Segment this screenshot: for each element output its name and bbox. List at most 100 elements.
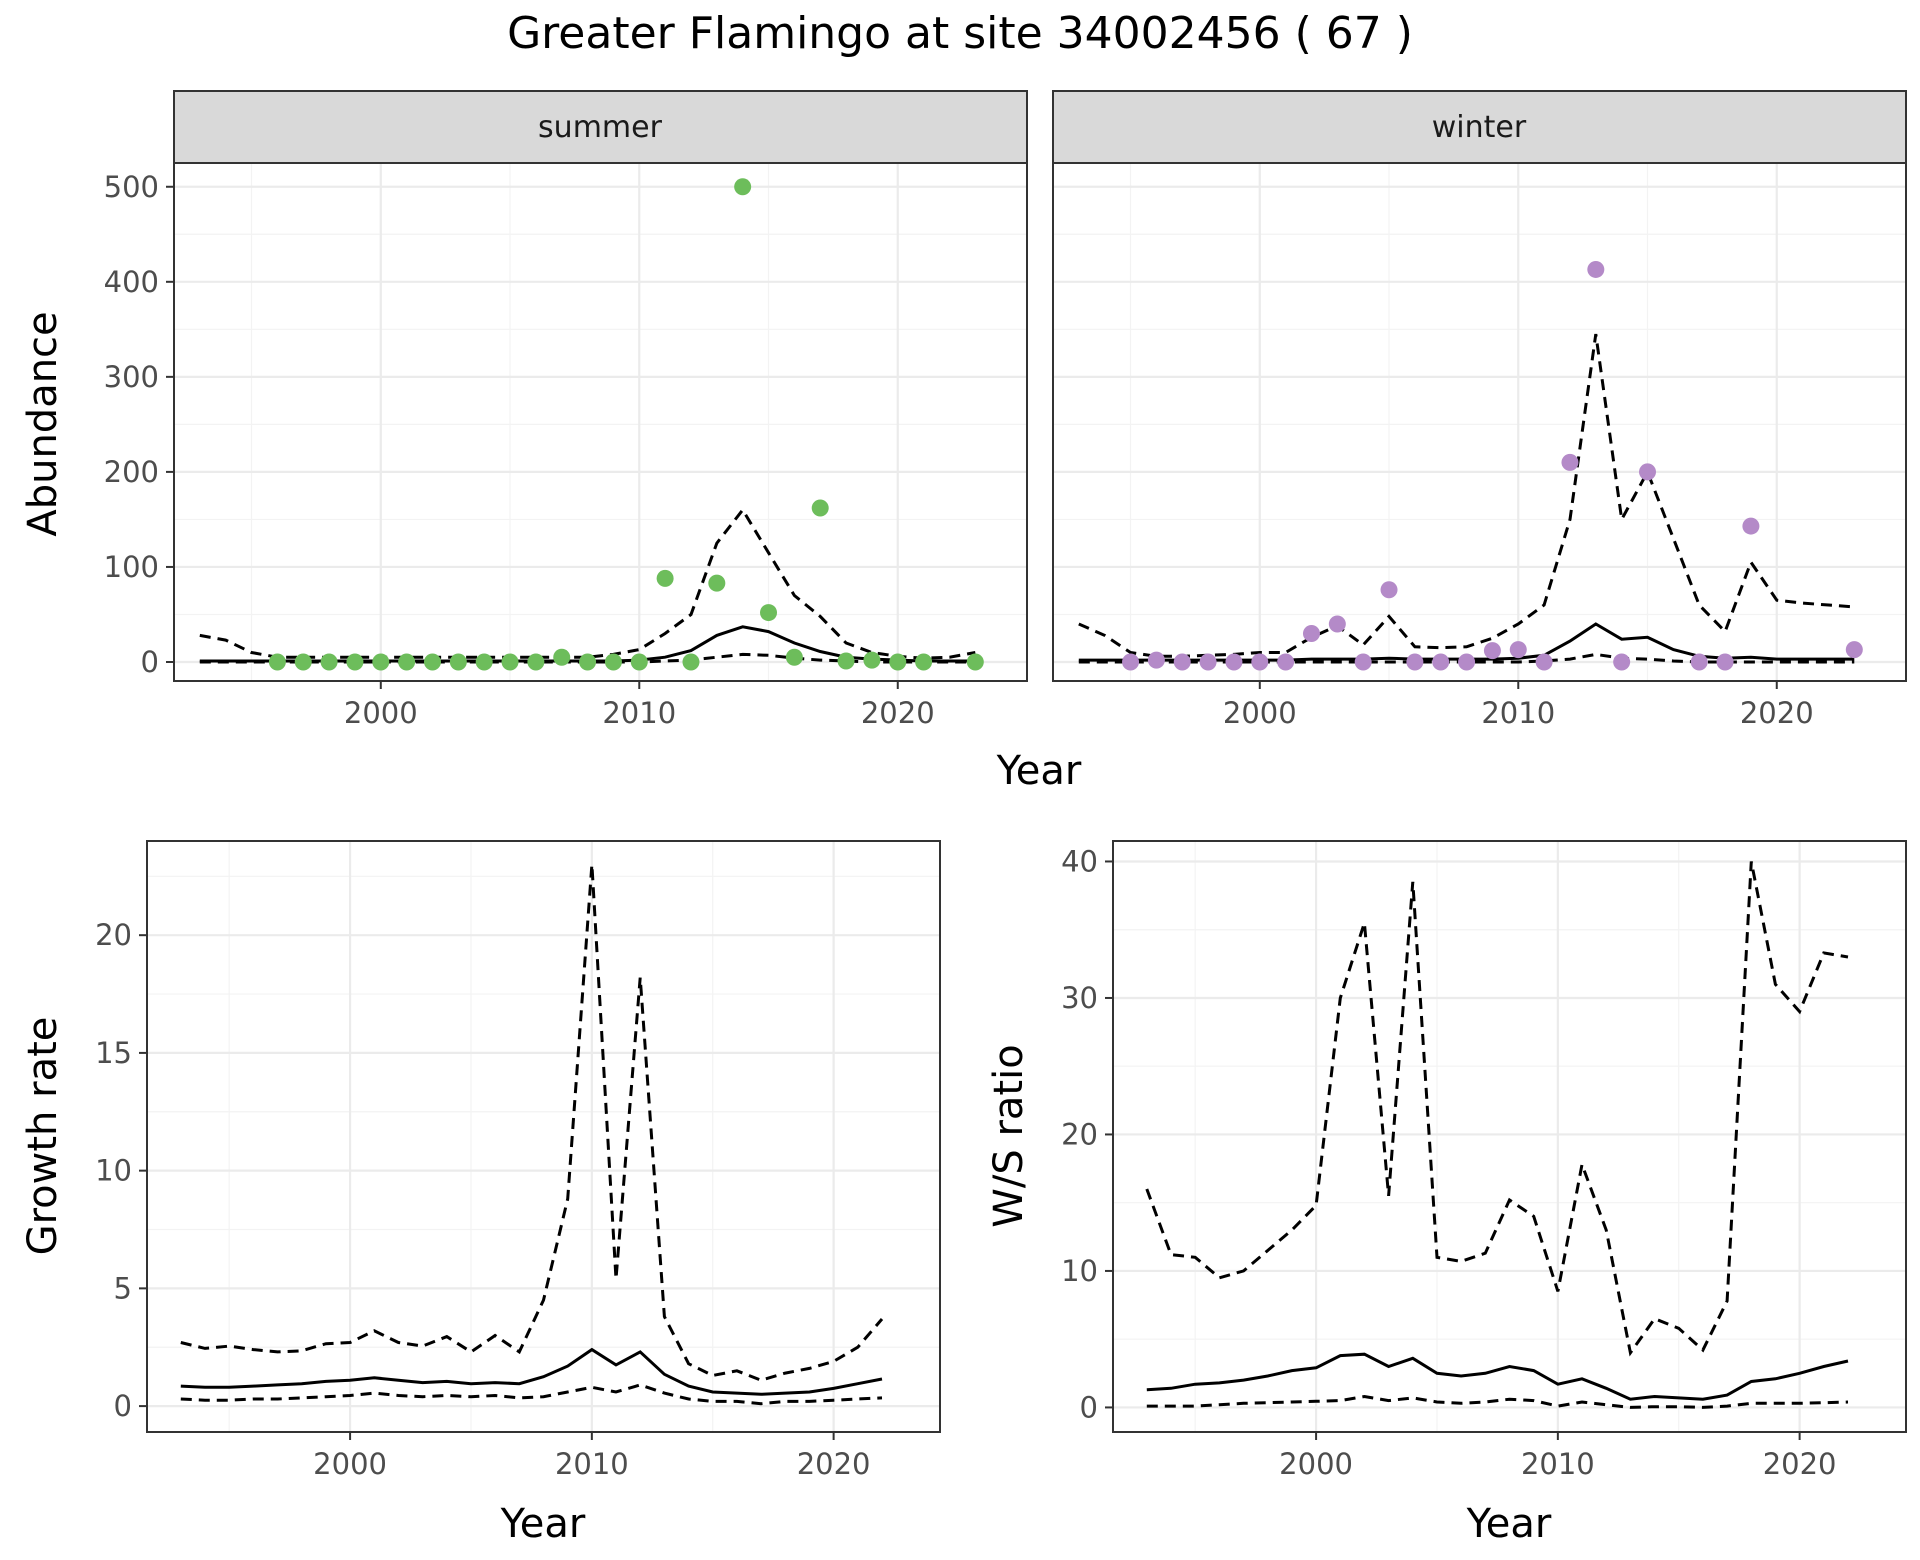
data-point <box>1328 615 1346 633</box>
data-point <box>1639 463 1657 481</box>
y-tick-label: 30 <box>1061 981 1098 1015</box>
data-point <box>1483 642 1501 660</box>
data-point <box>1587 260 1605 278</box>
data-point <box>1432 653 1450 671</box>
data-point <box>475 653 493 671</box>
data-point <box>527 653 545 671</box>
data-point <box>372 653 390 671</box>
series-line-2 <box>180 1383 883 1406</box>
y-tick-label: 10 <box>1061 1254 1098 1288</box>
series-line-0 <box>1146 1352 1849 1401</box>
series-line-1 <box>1145 861 1849 1357</box>
strip-background <box>173 90 1028 164</box>
series-line-0 <box>180 1347 883 1396</box>
x-tick-label: 2010 <box>602 696 676 730</box>
y-tick-label: 0 <box>141 645 159 679</box>
panel-summer: 2000 2010 2020 0 100 200 300 400 500 <box>104 162 1028 730</box>
data-point <box>294 653 312 671</box>
x-tick-label: 2000 <box>313 1447 387 1481</box>
data-point <box>785 648 803 666</box>
data-point <box>1251 653 1269 671</box>
ratio-x-axis-title: Year <box>1466 1501 1552 1547</box>
y-tick-label: 15 <box>95 1036 132 1070</box>
data-point <box>760 604 778 622</box>
data-point <box>1302 624 1320 642</box>
panel-ws-ratio: 2000 2010 2020 0 10 20 30 40 <box>1061 840 1907 1481</box>
series-line-1 <box>199 507 976 660</box>
data-point <box>837 652 855 670</box>
data-point <box>1173 653 1191 671</box>
panel-border <box>1052 162 1907 682</box>
strip-background <box>1052 90 1907 164</box>
strip-label: summer <box>538 110 663 145</box>
y-tick-label: 20 <box>1061 1117 1098 1151</box>
x-tick-label: 2020 <box>797 1447 871 1481</box>
y-tick-label: 5 <box>114 1271 132 1305</box>
data-point <box>1690 653 1708 671</box>
series-line-1 <box>180 864 884 1382</box>
x-tick-label: 2020 <box>1763 1447 1837 1481</box>
data-point <box>423 653 441 671</box>
top-y-axis-title: Abundance <box>20 311 66 536</box>
data-point <box>1845 641 1863 659</box>
data-point <box>708 574 726 592</box>
chart-title: Greater Flamingo at site 34002456 ( 67 ) <box>507 8 1413 59</box>
data-point <box>1458 653 1476 671</box>
data-point <box>398 653 416 671</box>
data-point <box>863 651 881 669</box>
panel-winter: 2000 2010 2020 <box>1052 162 1907 730</box>
data-point <box>579 653 597 671</box>
data-point <box>966 653 984 671</box>
data-point <box>1535 653 1553 671</box>
data-point <box>449 653 467 671</box>
data-point <box>734 178 752 196</box>
y-tick-label: 40 <box>1061 844 1098 878</box>
y-tick-label: 200 <box>104 455 159 489</box>
data-point <box>656 569 674 587</box>
data-point <box>501 653 519 671</box>
data-point <box>1147 651 1165 669</box>
panel-growth-rate: 2000 2010 2020 0 5 10 15 20 <box>95 840 941 1481</box>
y-tick-label: 0 <box>114 1389 132 1423</box>
data-point <box>682 653 700 671</box>
y-tick-label: 500 <box>104 170 159 204</box>
x-tick-label: 2000 <box>344 696 418 730</box>
y-tick-label: 300 <box>104 360 159 394</box>
top-x-axis-title: Year <box>996 748 1082 794</box>
data-point <box>1122 653 1140 671</box>
data-point <box>811 499 829 517</box>
panel-border <box>1112 840 1907 1433</box>
data-point <box>630 653 648 671</box>
data-point <box>1406 653 1424 671</box>
x-tick-label: 2010 <box>1521 1447 1595 1481</box>
facet-strip-winter: winter <box>1052 90 1907 164</box>
growth-y-axis-title: Growth rate <box>20 1017 66 1256</box>
data-point <box>889 653 907 671</box>
data-point <box>1613 653 1631 671</box>
y-tick-label: 10 <box>95 1154 132 1188</box>
data-point <box>1509 641 1527 659</box>
data-point <box>1225 653 1243 671</box>
y-tick-label: 0 <box>1080 1390 1098 1424</box>
y-tick-label: 100 <box>104 550 159 584</box>
x-tick-label: 2010 <box>1481 696 1555 730</box>
ratio-y-axis-title: W/S ratio <box>986 1044 1032 1227</box>
data-point <box>604 653 622 671</box>
panel-border <box>146 840 941 1433</box>
series-line-1 <box>1078 333 1855 658</box>
facet-strip-summer: summer <box>173 90 1028 164</box>
x-tick-label: 2020 <box>861 696 935 730</box>
data-point <box>915 653 933 671</box>
strip-label: winter <box>1432 110 1527 145</box>
y-tick-label: 400 <box>104 265 159 299</box>
series-line-2 <box>1146 1394 1849 1409</box>
data-point <box>1277 653 1295 671</box>
data-point <box>1199 653 1217 671</box>
growth-x-axis-title: Year <box>500 1501 586 1547</box>
data-point <box>346 653 364 671</box>
x-tick-label: 2020 <box>1740 696 1814 730</box>
x-tick-label: 2000 <box>1223 696 1297 730</box>
data-point <box>268 653 286 671</box>
x-tick-label: 2000 <box>1279 1447 1353 1481</box>
